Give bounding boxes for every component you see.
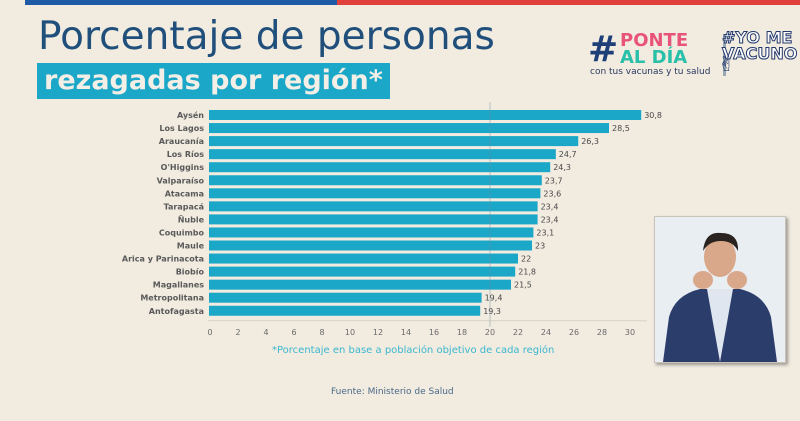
x-tick-label: 0 [207, 328, 212, 337]
data-label: 24,7 [559, 150, 577, 159]
category-label: Aysén [177, 110, 204, 120]
x-tick-label: 4 [263, 328, 268, 337]
x-tick-label: 6 [291, 328, 296, 337]
category-label: Antofagasta [149, 307, 204, 316]
category-label: Valparaíso [157, 176, 205, 185]
logo-ponte-text: PONTE [620, 30, 689, 51]
interpreter-figure-icon [655, 217, 785, 362]
category-label: Arica y Parinacota [122, 255, 204, 264]
category-label: Biobío [176, 268, 205, 277]
ponte-al-dia-logo: # PONTE AL DÍA con tus vacunas y tu salu… [588, 28, 733, 78]
category-label: Atacama [165, 189, 204, 198]
category-label: Magallanes [153, 281, 204, 290]
logo-tagline: con tus vacunas y tu salud [590, 67, 711, 77]
data-label: 23,4 [541, 215, 559, 224]
syringe-icon [723, 36, 726, 76]
x-tick-label: 26 [569, 328, 579, 337]
page-title: Porcentaje de personas [38, 14, 495, 59]
bar [209, 201, 538, 212]
x-tick-label: 8 [319, 328, 324, 337]
bar [209, 253, 518, 264]
chart-footnote: *Porcentaje en base a población objetivo… [272, 345, 555, 356]
chart-source: Fuente: Ministerio de Salud [331, 387, 454, 397]
data-label: 23,7 [545, 176, 563, 185]
bar [209, 175, 542, 186]
bar [209, 149, 556, 160]
category-label: Los Lagos [159, 124, 204, 133]
bar [209, 292, 482, 303]
page-subtitle: rezagadas por región* [37, 63, 390, 99]
category-label: O'Higgins [161, 163, 205, 172]
category-label: Metropolitana [140, 294, 204, 303]
bar [209, 188, 541, 199]
category-label: Araucanía [159, 137, 204, 146]
data-label: 22 [521, 255, 531, 264]
bar [209, 214, 538, 225]
data-label: 19,4 [485, 294, 503, 303]
x-tick-label: 18 [457, 328, 467, 337]
data-label: 24,3 [553, 163, 571, 172]
peace-hand-icon: ✌ [718, 52, 735, 76]
bar [209, 162, 551, 173]
top-accent-bar-red [337, 0, 800, 5]
x-tick-label: 10 [345, 328, 355, 337]
top-accent-bar-blue [25, 0, 337, 5]
data-label: 26,3 [581, 137, 599, 146]
x-tick-label: 14 [401, 328, 411, 337]
data-label: 30,8 [644, 111, 662, 120]
bar [209, 266, 516, 277]
data-label: 23,4 [541, 202, 559, 211]
x-tick-label: 2 [235, 328, 240, 337]
x-tick-label: 24 [541, 328, 551, 337]
bar [209, 123, 609, 134]
data-label: 28,5 [612, 124, 630, 133]
category-label: Coquimbo [159, 228, 205, 237]
category-label: Maule [177, 242, 205, 251]
x-tick-label: 30 [625, 328, 635, 337]
bar [209, 305, 481, 316]
category-label: Ñuble [178, 214, 205, 224]
bar [209, 279, 511, 290]
logo-aldia-text: AL DÍA [620, 47, 688, 68]
data-label: 19,3 [483, 307, 501, 316]
data-label: 21,8 [518, 268, 536, 277]
bar [209, 136, 579, 147]
logo-yome-text: #YO ME [721, 28, 793, 47]
data-label: 21,5 [514, 281, 532, 290]
x-tick-label: 22 [513, 328, 523, 337]
x-tick-label: 16 [429, 328, 439, 337]
hash-icon: # [588, 29, 619, 70]
category-label: Los Ríos [167, 150, 205, 159]
x-tick-label: 12 [373, 328, 383, 337]
bar [209, 110, 642, 120]
x-tick-label: 20 [485, 328, 495, 337]
logo-vacuno-text: VACUNO [721, 44, 798, 63]
data-label: 23 [535, 242, 545, 251]
bar [209, 227, 534, 238]
bar [209, 240, 532, 251]
x-tick-label: 28 [597, 328, 607, 337]
yo-me-vacuno-logo: #YO ME VACUNO ✌ [718, 29, 798, 80]
interpreter-video [654, 216, 786, 363]
data-label: 23,1 [536, 228, 554, 237]
data-label: 23,6 [543, 189, 561, 198]
category-label: Tarapacá [164, 202, 204, 211]
